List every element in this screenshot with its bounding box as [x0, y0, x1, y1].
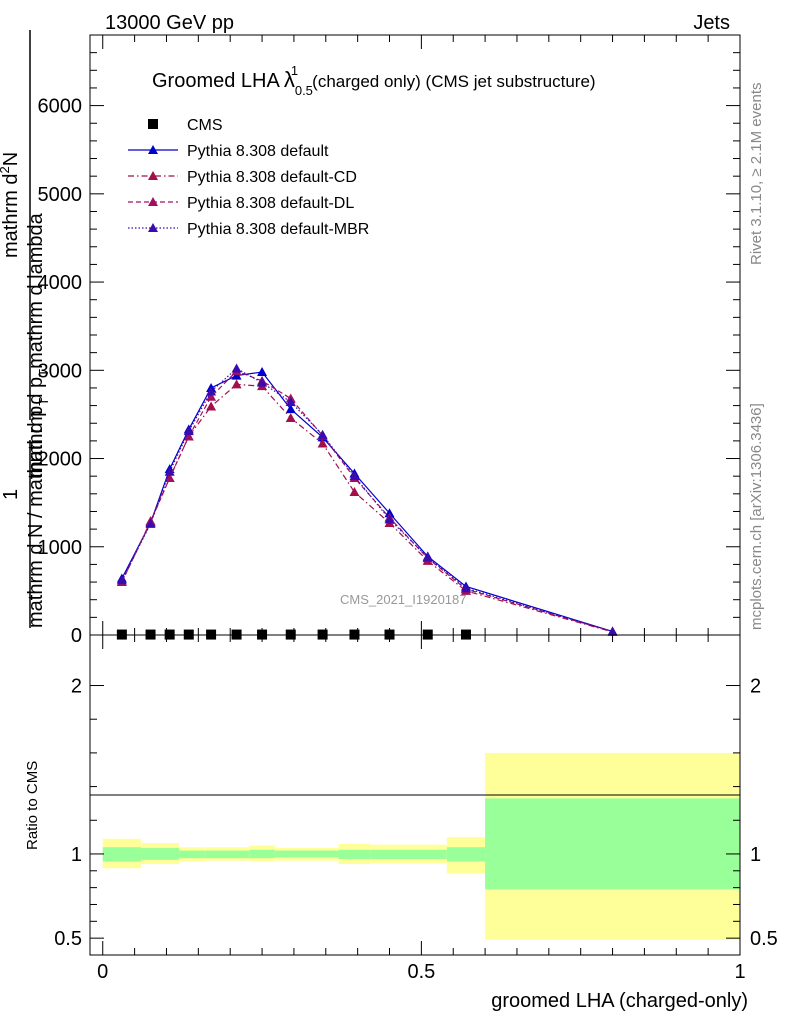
mcplots-label: mcplots.cern.ch [arXiv:1306.3436] — [748, 403, 765, 630]
ratio-y-tick-label-right: 2 — [750, 676, 761, 698]
pythia-8-308-default-cd-marker — [349, 487, 360, 497]
ylabel-one: 1 — [0, 489, 22, 500]
legend-pythia-8-308-default-dl-symbol — [148, 197, 158, 206]
legend-pythia-8-308-default-mbr-label: Pythia 8.308 default-MBR — [187, 221, 369, 238]
pythia-8-308-default-marker — [257, 367, 268, 377]
main-y-tick-label: 4000 — [38, 272, 83, 294]
main-y-tick-label: 1000 — [38, 537, 83, 559]
legend-pythia-8-308-default-cd-symbol — [148, 171, 158, 180]
energy-label: 13000 GeV pp — [105, 12, 234, 34]
pythia-8-308-default-mbr-marker — [460, 583, 471, 593]
ratio-band-inner — [140, 848, 180, 860]
ratio-y-tick-label: 0.5 — [54, 928, 82, 950]
ratio-band-inner — [370, 849, 447, 859]
pythia-8-308-default-cd-marker — [231, 379, 242, 389]
pythia-8-308-default-cd-marker — [206, 401, 217, 411]
pythia-8-308-default-cd-marker — [317, 438, 328, 448]
legend-cms-label: CMS — [187, 117, 223, 134]
pythia-8-308-default-mbr-line — [121, 367, 613, 633]
pythia-8-308-default-mbr-marker — [257, 377, 268, 387]
main-x-ticks — [102, 35, 741, 635]
ratio-x-ticks: 0 0.5 1 — [97, 635, 746, 983]
legend-pythia-8-308-default-dl-label: Pythia 8.308 default-DL — [187, 195, 354, 212]
ratio-band-inner — [485, 798, 740, 890]
legend-pythia-8-308-default-symbol — [148, 145, 158, 154]
pythia-8-308-default-dl-line — [121, 370, 613, 633]
pythia-8-308-default-mbr-marker — [231, 363, 242, 373]
ratio-x-tick-label: 0 — [97, 961, 108, 983]
legend-pythia-8-308-default-cd-label: Pythia 8.308 default-CD — [187, 169, 357, 186]
pythia-8-308-default-mbr-marker — [422, 552, 433, 562]
pythia-8-308-default-mbr-marker — [206, 386, 217, 396]
main-y-tick-label: 6000 — [38, 96, 83, 118]
ratio-y-tick-label: 2 — [71, 676, 82, 698]
ratio-band-inner — [274, 850, 339, 858]
main-y-tick-label: 5000 — [38, 184, 83, 206]
ratio-y-tick-label-right: 0.5 — [750, 928, 778, 950]
pythia-8-308-default-marker — [285, 404, 296, 414]
ratio-band-inner — [179, 850, 205, 859]
ratio-panel: 0.5 0.51 12 2 0 0.5 1 Ratio to CMS groomed LH… — [24, 634, 778, 1012]
ylabel-denominator2: mathrm d pTmathrm d lambda — [25, 212, 51, 478]
analysis-id-label: CMS_2021_I1920187 — [340, 592, 467, 607]
ratio-bands — [102, 752, 740, 940]
ratio-x-tick-label: 0.5 — [407, 961, 435, 983]
pythia-8-308-default-line — [121, 371, 613, 633]
pythia-8-308-default-mbr-marker — [607, 626, 618, 636]
ratio-x-tick-label: 1 — [734, 961, 745, 983]
pythia-8-308-default-mbr-marker — [183, 426, 194, 436]
pythia-8-308-default-dl-marker — [206, 391, 217, 401]
main-y-tick-label: 0 — [71, 625, 82, 647]
main-y-ticks: 0 1000 2000 3000 4000 5000 6000 — [38, 52, 740, 647]
upper-y-axis-label: 1 mathrm d N / mathrm d pT mathrm d2N ma… — [0, 30, 51, 628]
pythia-8-308-default-mbr-marker — [164, 466, 175, 476]
pythia-8-308-default-dl-marker — [164, 472, 175, 482]
legend-pythia-8-308-default-mbr-symbol — [148, 223, 158, 232]
process-label: Jets — [693, 12, 730, 34]
ylabel-numerator: mathrm d2N — [0, 152, 22, 258]
pythia-8-308-default-mbr-marker — [349, 471, 360, 481]
main-y-tick-label: 2000 — [38, 449, 83, 471]
ratio-band-inner — [338, 849, 371, 859]
legend-pythia-8-308-default-label: Pythia 8.308 default — [187, 143, 329, 160]
rivet-version-label: Rivet 3.1.10, ≥ 2.1M events — [748, 83, 765, 266]
plot-title: Groomed LHA λ0.51(charged only) (CMS jet … — [152, 63, 596, 98]
pythia-8-308-default-mbr-marker — [317, 429, 328, 439]
pythia-8-308-default-mbr-marker — [145, 518, 156, 528]
ratio-y-tick-label: 1 — [71, 844, 82, 866]
ratio-y-tick-label-right: 1 — [750, 844, 761, 866]
pythia-8-308-default-cd-marker — [285, 412, 296, 422]
main-panel: 0 1000 2000 3000 4000 5000 6000 Groomed LHA λ0.… — [38, 34, 741, 647]
ratio-y-axis-label: Ratio to CMS — [24, 761, 41, 850]
pythia-8-308-default-mbr-marker — [285, 397, 296, 407]
ratio-band-inner — [249, 849, 275, 859]
pythia-8-308-default-dl-marker — [183, 431, 194, 441]
ratio-plot-frame — [89, 634, 741, 956]
pythia-8-308-default-mbr-marker — [384, 514, 395, 524]
x-axis-label: groomed LHA (charged-only) — [491, 990, 748, 1012]
legend-cms-symbol — [148, 119, 158, 129]
ratio-band-inner — [446, 847, 486, 862]
ratio-band-inner — [204, 850, 250, 859]
pythia-8-308-default-mbr-marker — [116, 575, 127, 585]
ratio-y-ticks: 0.5 0.5 1 1 2 2 — [54, 676, 778, 951]
ratio-band-inner — [102, 847, 141, 862]
legend: CMS Pythia 8.308 default Pythia 8.308 defa… — [128, 117, 369, 238]
main-y-tick-label: 3000 — [38, 360, 83, 382]
